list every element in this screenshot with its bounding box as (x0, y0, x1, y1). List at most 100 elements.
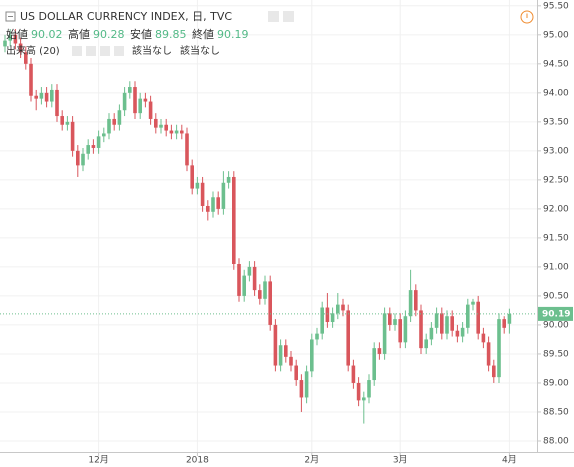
candle-body (18, 43, 23, 53)
candle-body (164, 124, 168, 131)
candle-body (143, 98, 148, 102)
candle-body (247, 266, 252, 276)
volume-label: 出来高 (20) (6, 44, 60, 57)
candle-body (466, 304, 470, 328)
y-tick-label: 91.00 (543, 262, 569, 272)
volume-more-button[interactable] (114, 46, 124, 56)
candle-body (429, 327, 434, 340)
symbol-title: US DOLLAR CURRENCY INDEX, 日, TVC (20, 10, 232, 23)
y-tick-label: 91.50 (543, 233, 569, 243)
x-tick-label: 12月 (88, 455, 108, 466)
candle-body (91, 145, 96, 148)
candle-body (138, 98, 142, 114)
candle-body (278, 345, 283, 366)
y-tick-label: 90.50 (543, 291, 569, 301)
candle-body (408, 290, 413, 317)
candle-body (382, 313, 387, 354)
y-tick-label: 92.50 (543, 175, 569, 185)
price-label-box (538, 306, 573, 321)
candle-body (258, 290, 262, 299)
candle-body (180, 130, 184, 134)
collapse-icon[interactable] (5, 11, 16, 22)
volume-eye-button[interactable] (72, 46, 82, 56)
eye-button[interactable] (268, 11, 279, 22)
y-tick-label: 89.50 (543, 349, 569, 359)
candle-body (112, 118, 116, 125)
candle-body (268, 281, 272, 325)
x-tick-label: 4月 (502, 455, 517, 466)
candle-body (372, 348, 376, 381)
candle-body (86, 145, 90, 154)
y-tick-label: 95.50 (543, 1, 569, 11)
candle-body (81, 153, 85, 166)
candle-body (284, 345, 288, 357)
candle-body (492, 365, 496, 378)
volume-settings-button[interactable] (86, 46, 96, 56)
candle-body (211, 197, 215, 212)
candle-body (299, 380, 304, 398)
candle-body (424, 339, 428, 349)
y-tick-label: 88.00 (543, 436, 569, 446)
x-tick-label: 3月 (393, 455, 408, 466)
candle-body (497, 319, 501, 378)
y-tick-label: 90.00 (543, 320, 569, 330)
candle-body (304, 371, 309, 398)
candle-body (450, 316, 454, 331)
settings-button[interactable] (283, 11, 294, 22)
high-label: 高値 (68, 27, 90, 41)
candle-body (128, 87, 132, 93)
candle-body (232, 176, 236, 265)
candle-body (310, 339, 314, 372)
candle-body (24, 52, 28, 64)
candle-body (55, 89, 59, 117)
low-value: 89.85 (155, 28, 187, 41)
candle-body (263, 281, 267, 299)
close-label: 終値 (192, 27, 214, 41)
candle-body (216, 197, 220, 209)
y-tick-label: 88.50 (543, 407, 569, 417)
y-tick-label: 94.50 (543, 59, 569, 69)
open-value: 90.02 (31, 28, 63, 41)
candle-body (174, 130, 179, 134)
candle-body (8, 34, 12, 41)
y-tick-label: 95.00 (543, 30, 569, 40)
candle-body (185, 133, 189, 166)
candle-body (362, 397, 366, 401)
candle-body (50, 89, 54, 102)
candle-body (289, 356, 293, 366)
candle-body (455, 330, 460, 337)
candle-body (122, 92, 127, 111)
candle-body (159, 124, 163, 128)
candle-body (471, 301, 475, 305)
candles (0, 29, 537, 424)
candle-body (481, 333, 486, 343)
candle-body (377, 348, 382, 354)
candle-body (398, 319, 402, 343)
candle-body (34, 95, 38, 99)
candle-body (190, 165, 194, 189)
candle-body (154, 118, 158, 128)
y-tick-label: 93.50 (543, 117, 569, 127)
y-tick-label: 89.00 (543, 378, 569, 388)
candle-body (102, 133, 106, 137)
volume-add-button[interactable] (100, 46, 110, 56)
candle-body (502, 319, 506, 328)
candle-body (403, 316, 408, 343)
candle-body (336, 304, 340, 314)
candle-body (356, 382, 361, 401)
candle-body (460, 327, 465, 337)
volume-value: 該当なし (132, 44, 172, 57)
x-tick-label: 2月 (304, 455, 319, 466)
candle-body (393, 319, 397, 325)
candle-body (107, 118, 111, 134)
candle-body (388, 313, 392, 325)
candle-body (341, 304, 345, 311)
alert-icon[interactable] (520, 10, 534, 24)
candle-body (65, 121, 70, 125)
candle-body (70, 121, 75, 151)
volume-value: 該当なし (180, 44, 220, 57)
low-label: 安値 (130, 27, 152, 41)
candle-body (148, 101, 153, 119)
